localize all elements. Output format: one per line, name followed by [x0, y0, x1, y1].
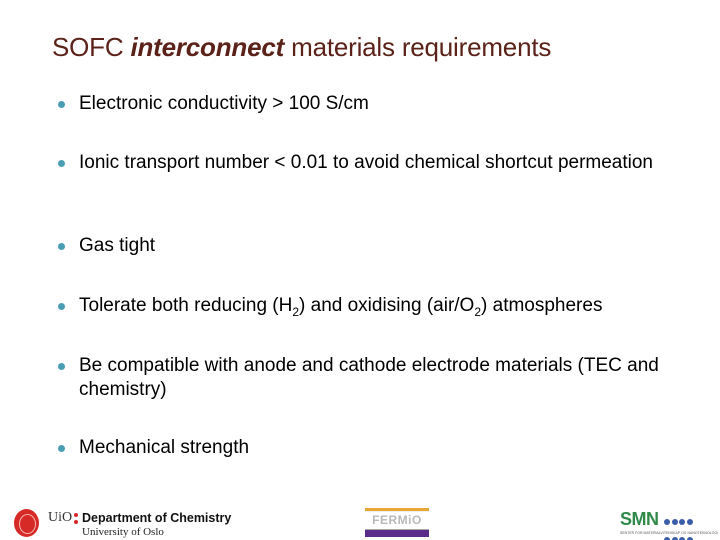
bullet-text: Mechanical strength	[79, 437, 250, 458]
uio-mark: UiO	[48, 510, 73, 525]
bullet-item: Ionic transport number < 0.01 to avoid c…	[58, 151, 709, 175]
bullet-dot-icon	[58, 363, 65, 370]
bullet-text: Gas tight	[79, 235, 156, 256]
subscript: 2	[474, 304, 482, 319]
bullet-dot-icon	[58, 445, 65, 452]
bullet-dot-icon	[58, 243, 65, 250]
uio-colon-icon	[74, 513, 78, 525]
bullet-text: Electronic conductivity > 100 S/cm	[79, 93, 369, 114]
slide-title: SOFC interconnect materials requirements	[52, 32, 551, 63]
bullet-item: Electronic conductivity > 100 S/cm	[58, 92, 709, 116]
title-prefix: SOFC	[52, 32, 131, 62]
bullet-dot-icon	[58, 303, 65, 310]
bullet-item: Mechanical strength	[58, 436, 709, 460]
university-name: University of Oslo	[82, 526, 164, 538]
smn-text: SMN	[620, 509, 659, 529]
bullet-item: Tolerate both reducing (H2) and oxidisin…	[58, 294, 709, 319]
fermio-text: FERMiO	[365, 511, 429, 530]
fermio-logo: FERMiO	[365, 508, 429, 537]
smn-subtitle: SENTER FOR MATERIALVITENSKAP OG NANOTEKN…	[620, 531, 719, 535]
bullet-text: Tolerate both reducing (H	[79, 295, 293, 316]
smn-logo: SMN SENTER FOR MATERIALVITENSKAP OG NANO…	[620, 509, 718, 540]
bullet-dot-icon	[58, 101, 65, 108]
title-suffix: materials requirements	[284, 32, 552, 62]
smn-dots-icon	[664, 512, 706, 540]
bullet-text: Be compatible with anode and cathode ele…	[79, 355, 659, 400]
bullet-dot-icon	[58, 160, 65, 167]
bullet-item: Be compatible with anode and cathode ele…	[58, 354, 669, 402]
subscript: 2	[292, 304, 300, 319]
bullet-item: Gas tight	[58, 234, 709, 258]
footer: UiO Department of Chemistry University o…	[0, 500, 720, 540]
uio-seal-icon	[14, 509, 39, 537]
title-emphasis: interconnect	[130, 32, 285, 62]
department-name: Department of Chemistry	[82, 511, 232, 525]
bullet-text: Ionic transport number < 0.01 to avoid c…	[79, 152, 653, 173]
bullet-text: ) atmospheres	[481, 295, 603, 316]
bullet-text: ) and oxidising (air/O	[299, 295, 475, 316]
